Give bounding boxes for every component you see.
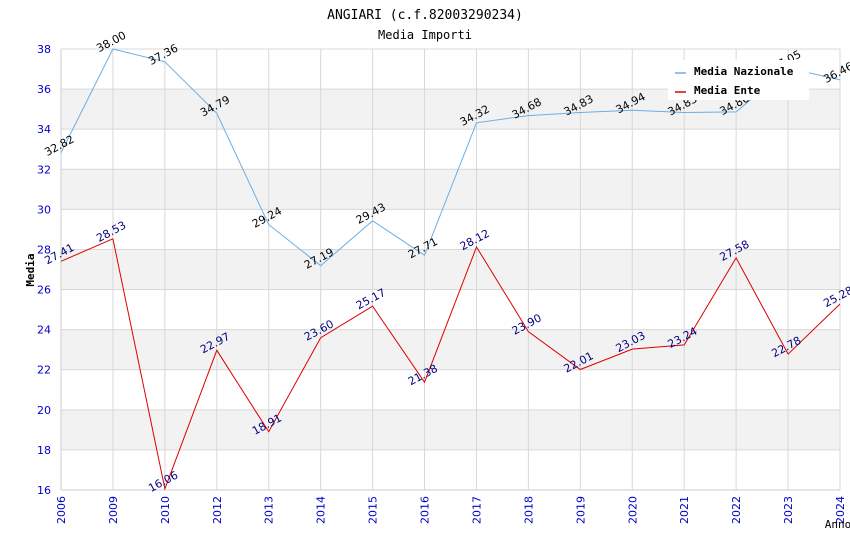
y-axis-label: Media bbox=[24, 253, 37, 286]
plot-band bbox=[61, 249, 840, 290]
x-tick-label: 2012 bbox=[211, 496, 224, 524]
series-line-media-nazionale bbox=[60, 48, 841, 267]
y-tick-label: 28 bbox=[37, 243, 51, 256]
x-tick-label: 2024 bbox=[834, 496, 847, 524]
plot-background bbox=[61, 89, 840, 450]
legend-label-media-nazionale: Media Nazionale bbox=[694, 65, 794, 78]
y-tick-label: 26 bbox=[37, 284, 51, 297]
y-tick-label: 30 bbox=[37, 203, 51, 216]
x-tick-label: 2022 bbox=[730, 496, 743, 524]
x-tick-label: 2015 bbox=[367, 496, 380, 524]
x-axis-ticks: 2006 2009 2010 2012 2013 2014 2015 2016 2017 2018… bbox=[55, 496, 847, 524]
x-tick-label: 2020 bbox=[626, 496, 639, 524]
y-axis-ticks: 16 18 20 22 24 26 28 30 32 34 36 38 bbox=[37, 43, 51, 497]
y-tick-label: 16 bbox=[37, 484, 51, 497]
x-tick-label: 2017 bbox=[470, 496, 483, 524]
data-label-media-nazionale: 37.36 bbox=[146, 42, 180, 68]
legend-box bbox=[668, 60, 809, 100]
series-line-media-ente bbox=[60, 238, 841, 491]
x-tick-label: 2010 bbox=[159, 496, 172, 524]
y-tick-label: 32 bbox=[37, 163, 51, 176]
plot-band bbox=[61, 329, 840, 370]
chart-title: ANGIARI (c.f.82003290234) bbox=[327, 8, 523, 23]
plot-band bbox=[61, 409, 840, 450]
x-tick-label: 2019 bbox=[574, 496, 587, 524]
x-tick-label: 2006 bbox=[55, 496, 68, 524]
y-tick-label: 18 bbox=[37, 444, 51, 457]
x-tick-label: 2021 bbox=[678, 496, 691, 524]
chart-subtitle: Media Importi bbox=[378, 28, 472, 42]
y-tick-label: 34 bbox=[37, 123, 51, 136]
gridlines bbox=[60, 48, 841, 491]
x-tick-label: 2014 bbox=[315, 496, 328, 524]
series-layer bbox=[60, 48, 841, 491]
y-tick-label: 24 bbox=[37, 324, 51, 337]
data-label-media-nazionale: 36.46 bbox=[821, 60, 850, 86]
y-tick-label: 38 bbox=[37, 43, 51, 56]
axes bbox=[60, 49, 840, 491]
x-axis-label: Anno bbox=[825, 518, 850, 531]
x-tick-label: 2018 bbox=[522, 496, 535, 524]
y-tick-label: 20 bbox=[37, 404, 51, 417]
x-tick-label: 2009 bbox=[107, 496, 120, 524]
y-tick-label: 22 bbox=[37, 364, 51, 377]
x-tick-label: 2013 bbox=[263, 496, 276, 524]
y-tick-label: 36 bbox=[37, 83, 51, 96]
data-label-media-nazionale: 32.82 bbox=[42, 133, 76, 159]
data-label-media-ente: 28.53 bbox=[94, 219, 128, 245]
legend: Media Nazionale Media Ente bbox=[668, 60, 809, 100]
x-tick-label: 2023 bbox=[782, 496, 795, 524]
legend-label-media-ente: Media Ente bbox=[694, 84, 761, 97]
data-label-media-ente: 16.06 bbox=[146, 469, 180, 495]
x-tick-label: 2016 bbox=[419, 496, 432, 524]
